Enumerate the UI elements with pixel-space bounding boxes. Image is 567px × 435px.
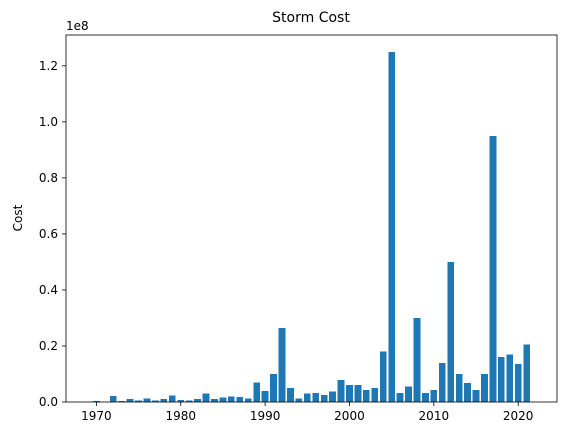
bar-2011: [438, 362, 446, 402]
plot-background: [66, 35, 557, 402]
x-tick-label: 1990: [250, 409, 281, 423]
bar-2002: [362, 389, 370, 402]
x-tick-label: 2010: [419, 409, 450, 423]
bar-1997: [320, 395, 328, 402]
bar-1999: [337, 380, 345, 402]
bar-1975: [135, 400, 142, 402]
y-tick-label: 0.6: [39, 227, 58, 241]
bar-2005: [388, 51, 396, 403]
plot-frame: [65, 34, 558, 403]
bar-1993: [287, 387, 294, 402]
y-ticks-group: 0.0 0.2 0.4 0.6 0.8 1.0 1.2: [39, 59, 66, 409]
bar-2018: [497, 357, 505, 402]
bar-1983: [202, 393, 210, 402]
bar-2004: [379, 351, 387, 402]
x-tick-label: 1980: [165, 409, 196, 423]
bar-2008: [413, 317, 421, 402]
bar-1978: [160, 399, 168, 402]
bar-2015: [472, 389, 480, 402]
bar-1985: [219, 397, 227, 402]
bar-1998: [329, 391, 336, 402]
bar-1979: [168, 395, 176, 402]
bar-2019: [506, 354, 514, 402]
bar-1990: [261, 390, 269, 402]
bar-1980: [177, 400, 185, 402]
y-axis-label: Cost: [11, 204, 25, 231]
bar-1970: [93, 401, 100, 402]
y-tick-label: 0.4: [39, 283, 58, 297]
y-tick-label: 1.2: [39, 59, 58, 73]
bar-1992: [278, 327, 286, 402]
bar-1976: [143, 398, 151, 402]
bar-2001: [354, 385, 362, 402]
bar-1995: [303, 393, 311, 402]
bar-1984: [211, 398, 218, 402]
bar-1974: [126, 398, 134, 402]
bar-1996: [312, 393, 320, 402]
bar-1988: [244, 398, 252, 402]
bar-2006: [396, 393, 404, 402]
bar-1982: [194, 399, 201, 402]
y-tick-label: 0.0: [39, 395, 58, 409]
bar-1991: [270, 373, 277, 402]
bar-2013: [455, 373, 463, 402]
bar-2017: [489, 135, 497, 402]
bar-2009: [422, 393, 429, 402]
bar-2010: [430, 389, 438, 402]
bar-1987: [236, 397, 244, 402]
bar-1989: [253, 382, 261, 402]
bar-2012: [447, 261, 455, 402]
bar-2021: [523, 344, 530, 402]
chart-title: Storm Cost: [272, 10, 350, 26]
bar-1981: [185, 400, 193, 402]
bar-2007: [405, 386, 412, 402]
y-axis-offset-text: 1e8: [66, 19, 89, 33]
x-ticks-group: 1970 1980 1990 2000 2010 2020: [81, 402, 533, 423]
bar-2020: [514, 364, 522, 402]
y-tick-label: 0.2: [39, 339, 58, 353]
bars-group: [93, 51, 530, 403]
bar-1972: [109, 395, 117, 402]
bar-1977: [152, 400, 159, 402]
bar-2000: [346, 385, 353, 402]
bar-2003: [371, 387, 379, 402]
y-tick-label: 1.0: [39, 115, 58, 129]
bar-1986: [227, 396, 235, 402]
x-tick-label: 1970: [81, 409, 112, 423]
bar-2016: [481, 373, 488, 402]
bar-2014: [464, 382, 471, 402]
x-tick-label: 2020: [503, 409, 534, 423]
y-tick-label: 0.8: [39, 171, 58, 185]
bar-1994: [295, 398, 303, 402]
bar-1973: [118, 401, 126, 402]
x-tick-label: 2000: [334, 409, 365, 423]
